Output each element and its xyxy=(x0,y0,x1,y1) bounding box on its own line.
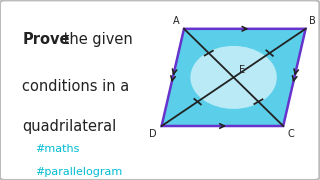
Polygon shape xyxy=(162,29,306,126)
Text: the given: the given xyxy=(59,32,133,47)
Text: D: D xyxy=(149,129,157,139)
Ellipse shape xyxy=(190,46,277,109)
Text: #parallelogram: #parallelogram xyxy=(35,167,123,177)
Text: quadrilateral: quadrilateral xyxy=(22,119,117,134)
Text: C: C xyxy=(287,129,294,139)
Text: A: A xyxy=(172,16,179,26)
Text: #maths: #maths xyxy=(35,144,80,154)
Text: B: B xyxy=(309,16,316,26)
Text: Prove: Prove xyxy=(22,32,70,47)
Text: conditions in a: conditions in a xyxy=(22,79,130,94)
Text: E: E xyxy=(239,65,245,75)
